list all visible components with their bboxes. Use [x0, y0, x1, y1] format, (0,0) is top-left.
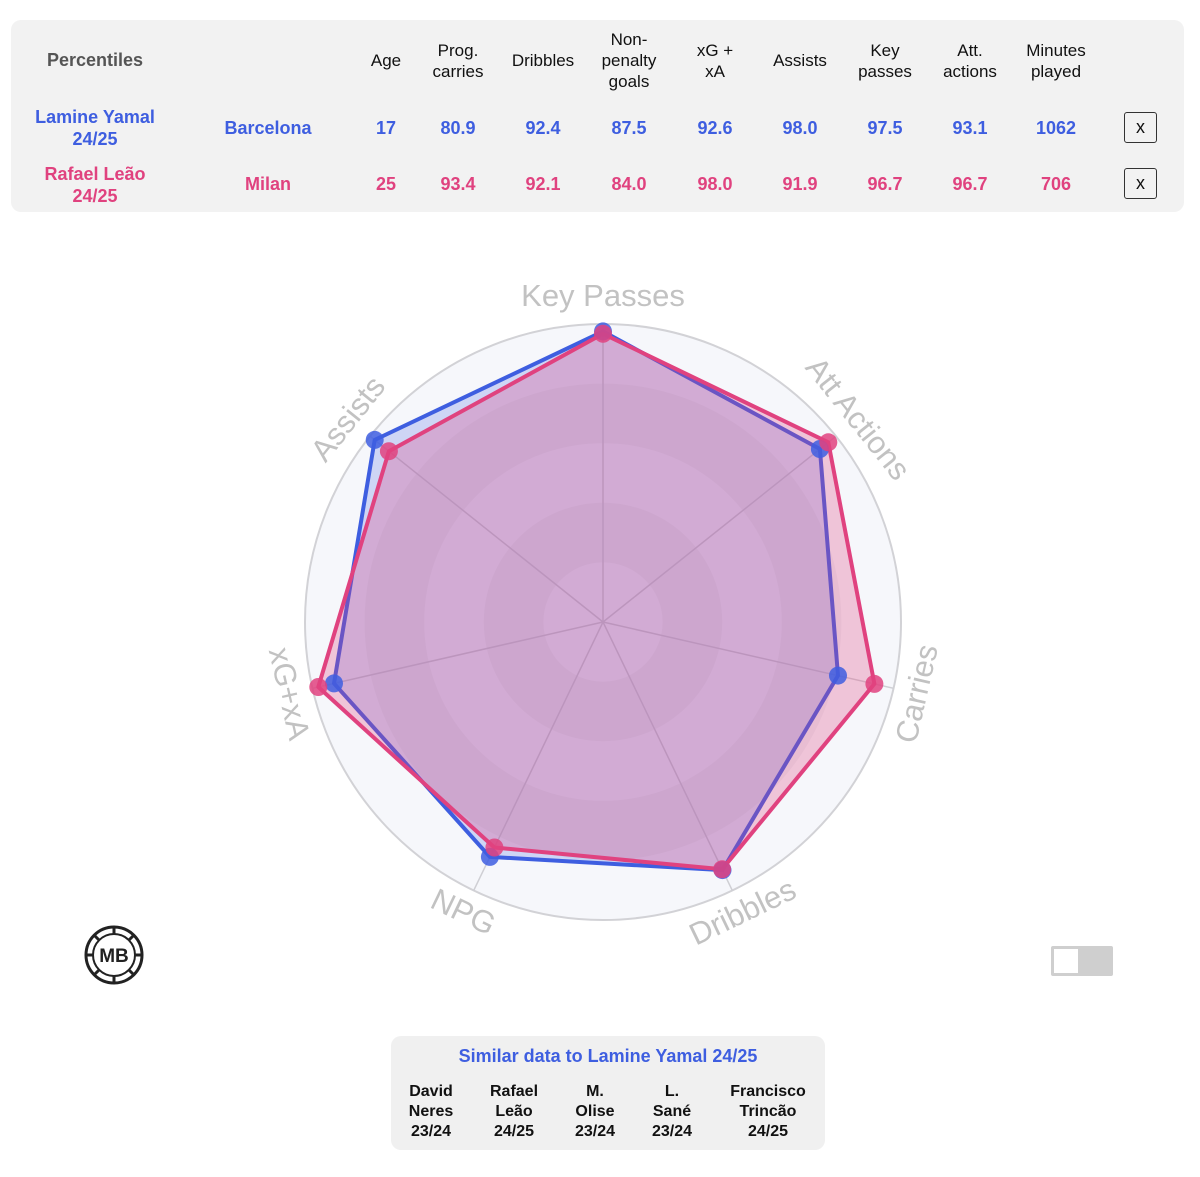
player-name: Lamine Yamal 24/25	[35, 107, 155, 149]
similar-player[interactable]: L. Sané 23/24	[651, 1083, 693, 1140]
data-point[interactable]	[365, 430, 384, 449]
header-percentiles: Percentiles	[46, 50, 144, 70]
prog-carries-value: 93.4	[440, 174, 476, 194]
header-minutes-played: Minutes played	[1026, 41, 1086, 81]
view-toggle[interactable]	[1051, 946, 1113, 976]
header-prog-carries: Prog. carries	[432, 41, 484, 81]
data-point[interactable]	[829, 666, 847, 685]
series-area-lamine-yamal	[332, 329, 840, 873]
data-point[interactable]	[485, 838, 504, 857]
header-non-penalty-goals: Non-penalty goals	[601, 30, 657, 91]
remove-player-button[interactable]: x	[1124, 112, 1157, 143]
header-age: Age	[370, 51, 402, 70]
data-point[interactable]	[865, 674, 884, 693]
toggle-knob[interactable]	[1054, 949, 1078, 973]
svg-text:MB: MB	[99, 946, 129, 967]
header-xg-xa: xG + xA	[696, 41, 734, 81]
minutes-played-value: 706	[1040, 174, 1072, 194]
axis-label: Key Passes	[521, 278, 685, 313]
header-att-actions: Att. actions	[943, 41, 997, 81]
series-area-rafael-leao	[316, 331, 877, 872]
header-dribbles: Dribbles	[511, 51, 575, 70]
att-actions-value: 93.1	[952, 118, 988, 138]
prog-carries-value: 80.9	[440, 118, 476, 138]
data-point[interactable]	[325, 674, 343, 693]
similar-player[interactable]: Francisco Trincão 24/25	[730, 1083, 806, 1140]
key-passes-value: 97.5	[867, 118, 903, 138]
assists-value: 91.9	[782, 174, 818, 194]
assists-value: 98.0	[782, 118, 818, 138]
age-value: 25	[375, 174, 397, 194]
radar-spoke	[369, 435, 604, 623]
xg-xa-value: 92.6	[697, 118, 733, 138]
player-name: Rafael Leão 24/25	[44, 164, 146, 206]
data-point[interactable]	[379, 442, 398, 461]
radar-spoke	[312, 621, 604, 690]
data-point[interactable]	[594, 324, 612, 343]
npg-value: 87.5	[611, 118, 647, 138]
remove-player-button[interactable]: x	[1124, 168, 1157, 199]
radar-series	[309, 322, 884, 880]
data-point[interactable]	[309, 678, 328, 696]
data-point[interactable]	[713, 860, 732, 879]
npg-value: 84.0	[611, 174, 647, 194]
mb-logo-icon: MB	[84, 925, 144, 990]
dribbles-value: 92.1	[525, 174, 561, 194]
radar-spoke	[602, 621, 733, 891]
header-assists: Assists	[773, 51, 827, 70]
team-name: Milan	[244, 174, 292, 194]
xg-xa-value: 98.0	[697, 174, 733, 194]
similar-title: Similar data to Lamine Yamal 24/25	[458, 1046, 758, 1066]
minutes-played-value: 1062	[1035, 118, 1077, 138]
similar-player[interactable]: Rafael Leão 24/25	[489, 1083, 539, 1140]
att-actions-value: 96.7	[952, 174, 988, 194]
similar-player[interactable]: M. Olise 23/24	[574, 1083, 616, 1140]
similar-players-panel: Similar data to Lamine Yamal 24/25 David…	[391, 1036, 825, 1150]
header-key-passes: Key passes	[858, 41, 912, 81]
radar-spoke	[602, 435, 837, 623]
data-point[interactable]	[819, 433, 838, 452]
similar-player[interactable]: David Neres 23/24	[408, 1083, 454, 1140]
team-name: Barcelona	[224, 118, 312, 138]
key-passes-value: 96.7	[867, 174, 903, 194]
percentiles-table: Percentiles Age Prog. carries Dribbles No…	[11, 20, 1184, 212]
dribbles-value: 92.4	[525, 118, 561, 138]
age-value: 17	[375, 118, 397, 138]
